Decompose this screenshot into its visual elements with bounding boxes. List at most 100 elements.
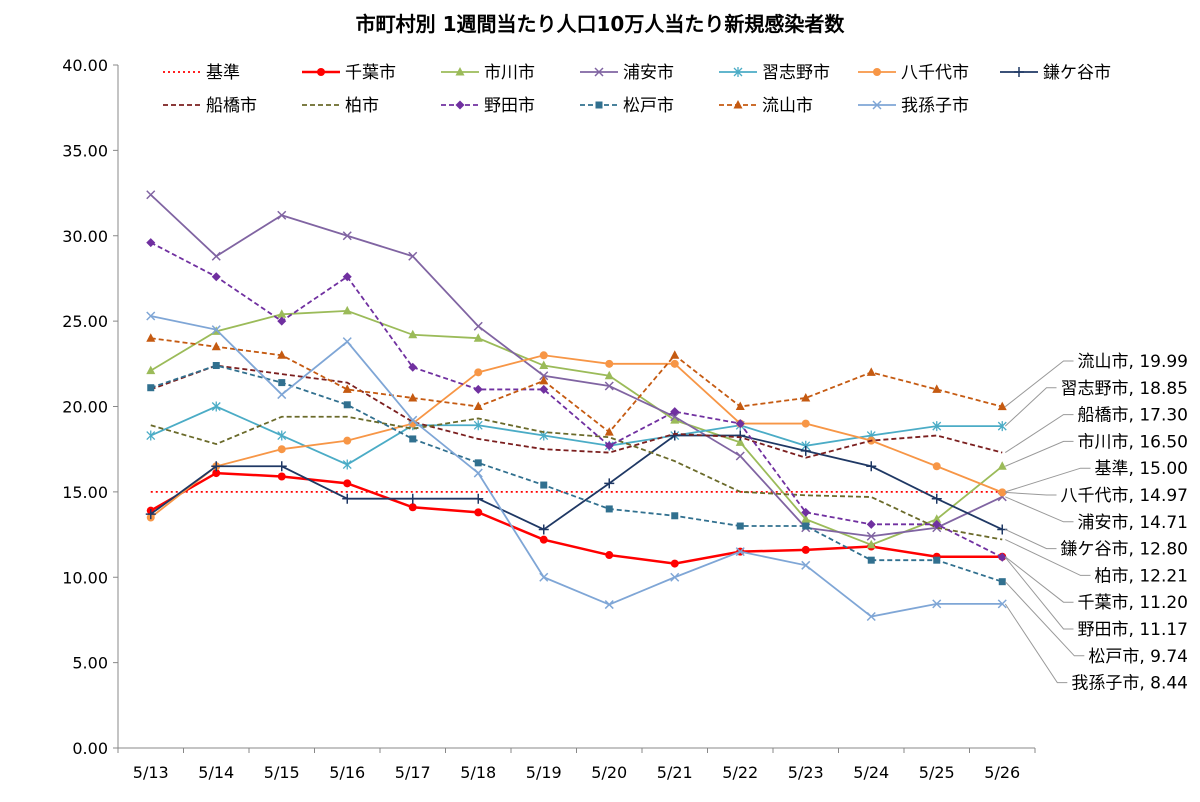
data-point bbox=[801, 560, 811, 570]
legend-item: 流山市 bbox=[719, 96, 813, 116]
series-柏市 bbox=[150, 415, 1003, 541]
data-point bbox=[801, 392, 811, 402]
series-松戸市 bbox=[147, 362, 1006, 586]
data-point bbox=[473, 468, 483, 478]
data-point bbox=[408, 415, 418, 425]
data-point bbox=[735, 451, 745, 461]
data-point bbox=[276, 461, 287, 472]
legend-label: 我孫子市 bbox=[901, 96, 969, 116]
x-tick-label: 5/25 bbox=[919, 763, 955, 782]
series-市川市 bbox=[146, 305, 1007, 549]
legend-label: 千葉市 bbox=[345, 63, 396, 83]
legend-label: 流山市 bbox=[762, 96, 813, 116]
data-point bbox=[670, 559, 679, 568]
data-point bbox=[800, 445, 811, 456]
legend-label: 八千代市 bbox=[901, 63, 969, 83]
x-tick-label: 5/15 bbox=[264, 763, 300, 782]
leader-line bbox=[1005, 539, 1091, 576]
data-point bbox=[146, 238, 156, 248]
series-line bbox=[150, 471, 1003, 565]
data-point bbox=[670, 572, 680, 582]
data-point bbox=[604, 478, 615, 489]
data-point bbox=[997, 552, 1007, 562]
y-tick-label: 30.00 bbox=[62, 227, 108, 246]
series-野田市 bbox=[146, 238, 1007, 562]
data-point bbox=[473, 493, 484, 504]
x-tick-label: 5/24 bbox=[853, 763, 889, 782]
data-point bbox=[605, 359, 614, 368]
data-point bbox=[873, 68, 881, 76]
data-point bbox=[604, 441, 614, 451]
data-point bbox=[604, 381, 614, 391]
data-point bbox=[801, 545, 810, 554]
data-point bbox=[343, 401, 351, 409]
data-point bbox=[605, 551, 614, 560]
data-point bbox=[342, 305, 352, 315]
data-point bbox=[735, 547, 745, 557]
legend-label: 松戸市 bbox=[623, 96, 674, 116]
data-point bbox=[997, 599, 1007, 609]
series-line bbox=[150, 194, 1003, 538]
data-point bbox=[604, 370, 614, 380]
data-point bbox=[342, 384, 352, 393]
data-point bbox=[342, 337, 352, 347]
data-point bbox=[277, 445, 286, 454]
data-point bbox=[146, 365, 156, 375]
legend-label: 基準 bbox=[206, 63, 240, 83]
series-船橋市 bbox=[150, 364, 1003, 459]
data-point bbox=[277, 210, 287, 220]
x-tick-label: 5/23 bbox=[788, 763, 824, 782]
end-labels: 流山市, 19.99 習志野市, 18.85 船橋市, 17.30 市川市, 16.5… bbox=[1004, 352, 1188, 694]
x-tick-label: 5/21 bbox=[657, 763, 693, 782]
leader-line bbox=[1005, 440, 1074, 467]
data-point bbox=[277, 390, 287, 400]
data-point bbox=[473, 333, 483, 342]
series-八千代市 bbox=[146, 351, 1007, 522]
series-line bbox=[150, 364, 1003, 459]
y-tick-label: 20.00 bbox=[62, 398, 108, 417]
leader-line bbox=[1004, 603, 1068, 684]
data-point bbox=[408, 362, 418, 372]
data-point bbox=[998, 578, 1006, 586]
data-point bbox=[733, 67, 743, 77]
data-point bbox=[867, 556, 875, 564]
series-line bbox=[150, 415, 1003, 541]
data-point bbox=[539, 572, 549, 582]
data-point bbox=[342, 459, 352, 470]
y-tick-label: 10.00 bbox=[62, 568, 108, 587]
data-point bbox=[670, 407, 680, 417]
data-point bbox=[343, 436, 352, 445]
data-point bbox=[473, 401, 483, 410]
y-tick-label: 0.00 bbox=[72, 739, 108, 758]
leader-line bbox=[1004, 556, 1074, 603]
data-point bbox=[997, 461, 1007, 470]
leader-line bbox=[1004, 360, 1074, 408]
data-point bbox=[670, 359, 679, 368]
legend-label: 柏市 bbox=[345, 96, 379, 116]
data-point bbox=[540, 481, 548, 489]
data-point bbox=[733, 100, 743, 109]
data-point bbox=[211, 401, 221, 412]
legend-label: 鎌ケ谷市 bbox=[1043, 63, 1111, 83]
data-point bbox=[146, 190, 156, 200]
data-point bbox=[670, 412, 680, 422]
data-point bbox=[277, 316, 287, 326]
data-point bbox=[1014, 67, 1024, 77]
data-point bbox=[735, 430, 746, 441]
data-point bbox=[998, 488, 1007, 497]
data-point bbox=[211, 272, 221, 282]
legend-label: 習志野市 bbox=[762, 63, 830, 83]
legend-item: 市川市 bbox=[441, 63, 535, 83]
data-point bbox=[931, 493, 942, 504]
data-point bbox=[801, 507, 811, 517]
leader-line bbox=[1004, 387, 1057, 427]
data-point bbox=[932, 599, 942, 609]
data-point bbox=[211, 341, 221, 351]
data-point bbox=[474, 508, 483, 517]
data-point bbox=[669, 430, 680, 441]
data-point bbox=[997, 401, 1007, 411]
data-point bbox=[866, 531, 876, 541]
data-point bbox=[932, 421, 942, 432]
